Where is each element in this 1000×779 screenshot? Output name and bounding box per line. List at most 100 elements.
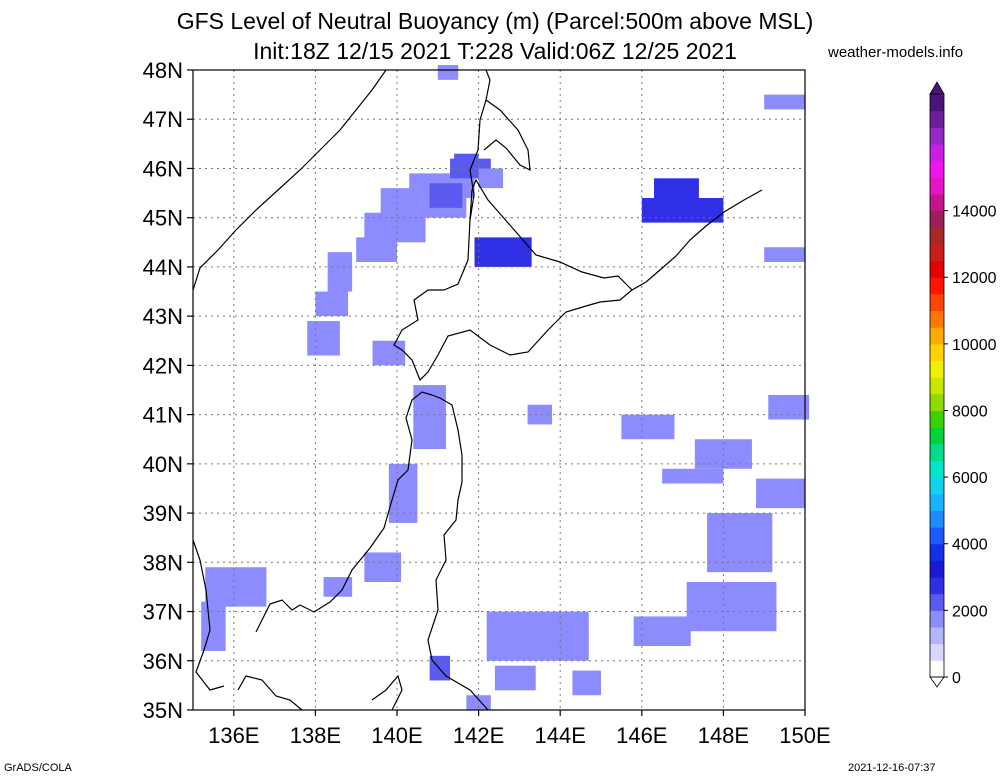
field-cell-7 [356,237,397,262]
colorbar-label: 2000 [952,603,988,620]
field-cell-19 [388,463,418,523]
site-credit: weather-models.info [828,44,964,61]
lat-label: 39N [143,501,183,526]
colorbar-segment [930,577,944,595]
lat-label: 36N [143,649,183,674]
field-cell-0 [437,65,459,80]
lon-label: 138E [290,723,341,748]
colorbar-segment [930,493,944,511]
field-cell-21 [205,567,267,607]
footer-software: GrADS/COLA [4,762,72,774]
field-cell-31 [686,582,777,632]
colorbar-segment [930,543,944,561]
lat-label: 44N [143,255,183,280]
field-layer [201,65,810,710]
lon-label: 142E [453,723,504,748]
colorbar-segment [930,560,944,578]
colorbar-segment [930,210,944,228]
field-cell-12 [474,237,532,267]
colorbar-segment [930,227,944,245]
colorbar-segment [930,310,944,328]
colorbar-segment [930,377,944,395]
colorbar-segment [930,660,944,678]
lat-label: 41N [143,403,183,428]
lat-label: 48N [143,58,183,83]
colorbar-segment [930,410,944,428]
field-cell-11 [372,340,406,366]
lon-label: 150E [779,723,830,748]
lat-label: 45N [143,206,183,231]
colorbar-segment [930,177,944,195]
colorbar-segment [930,427,944,445]
field-cell-32 [633,616,691,646]
colorbar-segment [930,610,944,628]
lat-label: 38N [143,550,183,575]
field-cell-30 [707,513,773,573]
footer-timestamp: 2021-12-16-07:37 [848,762,936,774]
gridlines [193,70,806,710]
colorbar-segment [930,327,944,345]
colorbar-label: 14000 [952,204,997,221]
field-cell-35 [572,670,601,696]
field-cell-10 [307,321,340,356]
field-cell-22 [201,601,226,651]
lat-label: 42N [143,353,183,378]
chart-title-line2: Init:18Z 12/15 2021 T:228 Valid:06Z 12/2… [253,38,737,64]
coastlines [192,69,763,711]
colorbar-segment [930,460,944,478]
field-cell-28 [768,394,810,420]
lon-label: 146E [616,723,667,748]
colorbar-segment [930,110,944,128]
colorbar-segment [930,593,944,611]
field-cell-16 [654,178,699,203]
lat-label: 47N [143,107,183,132]
colorbar-segment [930,127,944,145]
colorbar-label: 4000 [952,537,988,554]
colorbar-segment [930,343,944,362]
colorbar-segment [930,277,944,295]
colorbar-segment [930,360,944,378]
colorbar-segment [930,393,944,411]
field-cell-20 [364,552,402,582]
lon-label: 148E [698,723,749,748]
lat-label: 35N [143,698,183,723]
colorbar-segment [930,160,944,178]
field-cell-29 [756,478,805,509]
field-cell-17 [764,247,805,262]
field-cell-24 [527,404,553,425]
field-cell-14 [478,168,504,189]
field-cell-5 [429,183,463,208]
colorbar: 0 2000 4000 6000 8000 10000 12000 14000 [929,81,997,688]
colorbar-label: 0 [952,670,961,687]
colorbar-segment [930,527,944,545]
colorbar-label: 6000 [952,470,988,487]
field-cell-8 [327,252,353,292]
lon-label: 140E [371,723,422,748]
colorbar-segment [930,627,944,645]
lon-label: 144E [535,723,586,748]
lon-axis-labels: 136E 138E 140E 142E 144E 146E 148E 150E [208,710,831,748]
colorbar-segment [930,477,944,495]
colorbar-segment [930,510,944,528]
lat-label: 43N [143,304,183,329]
colorbar-segment [930,243,944,262]
colorbar-segment [930,193,944,212]
lat-label: 46N [143,156,183,181]
field-cell-1 [764,94,805,110]
colorbar-segment [930,143,944,162]
field-cell-34 [494,665,536,691]
map-frame [192,69,806,711]
chart-title-line1: GFS Level of Neutral Buoyancy (m) (Parce… [176,8,814,34]
colorbar-segment [930,260,944,278]
lat-label: 37N [143,600,183,625]
colorbar-label: 10000 [952,337,997,354]
field-cell-18 [413,385,446,450]
lon-label: 136E [208,723,259,748]
colorbar-segment [930,94,944,112]
colorbar-label: 12000 [952,270,997,287]
field-cell-23 [323,577,353,597]
lat-axis-labels: 35N 36N 37N 38N 39N 40N 41N 42N 43N 44N 45N 46N 47N 4… [143,58,193,723]
field-cell-25 [621,414,675,440]
field-cell-33 [486,611,589,661]
